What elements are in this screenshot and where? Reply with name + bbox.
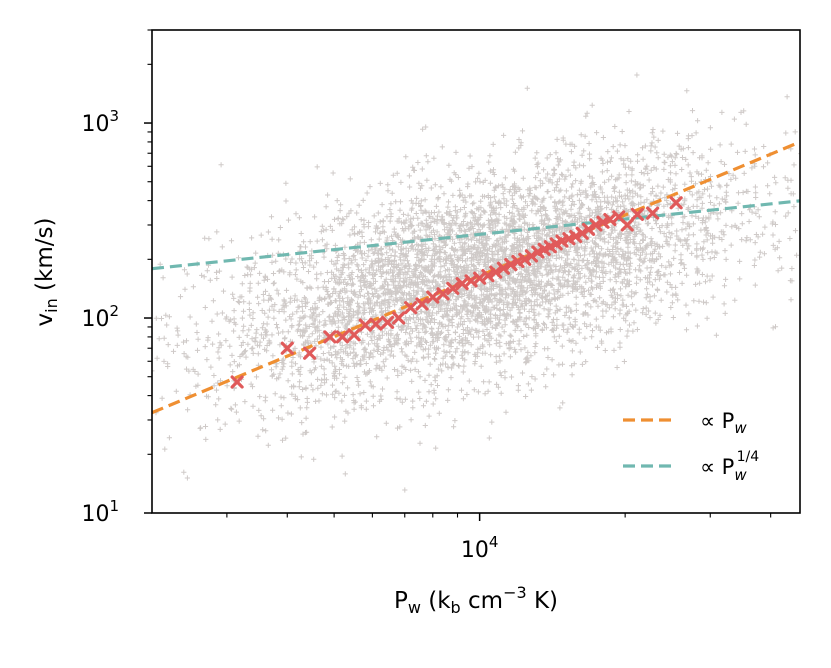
median-point <box>589 218 603 232</box>
legend-label-quarter-power: ∝ Pw1/4 <box>700 449 759 484</box>
fit-line-quarter-power <box>152 199 800 271</box>
legend: ∝ Pw ∝ Pw1/4 <box>623 409 759 484</box>
median-point <box>489 265 503 279</box>
median-point <box>518 252 532 266</box>
median-point <box>504 257 518 272</box>
median-point <box>358 318 372 332</box>
plot-frame <box>151 29 801 514</box>
y-tick-label: 103 <box>81 107 119 137</box>
median-point <box>569 229 583 244</box>
y-axis-label: vin (km/s) <box>32 218 61 327</box>
median-point <box>415 297 429 311</box>
x-axis-label: Pw (kb cm−3 K) <box>394 583 558 617</box>
median-point <box>581 222 596 236</box>
y-tick-label: 102 <box>81 302 119 332</box>
x-axis: 104 <box>226 513 772 563</box>
median-point <box>669 196 683 210</box>
median-point <box>369 317 383 331</box>
y-axis: 101 102 103 <box>81 29 152 527</box>
median-point <box>596 215 610 229</box>
median-point <box>524 249 539 263</box>
median-point <box>380 315 395 329</box>
median-point <box>620 218 634 232</box>
median-point <box>404 301 418 315</box>
median-point <box>575 226 589 240</box>
median-point <box>323 330 337 344</box>
x-tick-label: 104 <box>461 533 499 563</box>
plot-area <box>152 72 800 493</box>
median-point <box>630 207 644 221</box>
median-point <box>303 346 317 360</box>
median-point <box>280 341 294 355</box>
median-point <box>436 287 450 301</box>
median-point <box>347 328 361 342</box>
median-point <box>646 206 660 220</box>
legend-label-linear: ∝ Pw <box>700 409 747 437</box>
median-point <box>531 245 545 259</box>
median-point <box>335 330 349 344</box>
binned-medians <box>230 196 683 389</box>
median-point <box>426 290 440 304</box>
median-point <box>496 261 511 275</box>
median-point <box>392 311 406 325</box>
median-point <box>230 375 244 389</box>
median-point <box>481 269 495 283</box>
y-tick-label: 101 <box>81 497 119 527</box>
median-point <box>446 281 460 295</box>
